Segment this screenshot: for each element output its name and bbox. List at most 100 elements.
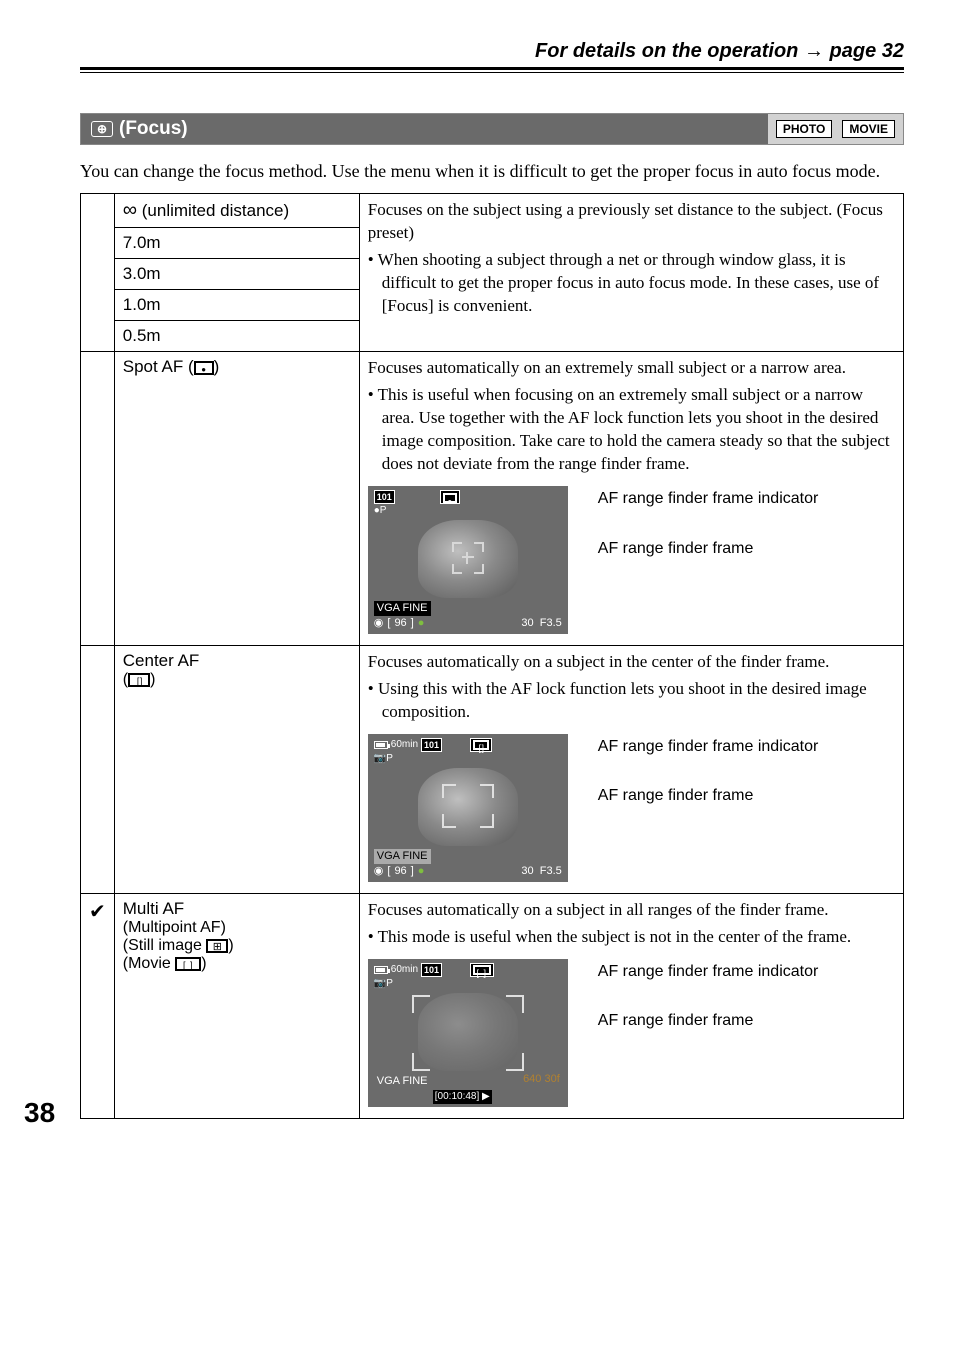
preset-desc: Focuses on the subject using a previousl…	[359, 194, 903, 352]
row-center-af: Center AF ()	[114, 645, 359, 893]
row-spot-af: Spot AF ()	[114, 352, 359, 646]
vf-af-indicator-icon	[440, 490, 460, 504]
battery-icon	[374, 741, 388, 749]
row-unlimited-label: (unlimited distance)	[142, 201, 289, 220]
vf-folder-chip: 101	[374, 490, 395, 504]
spot-desc: Focuses automatically on an extremely sm…	[359, 352, 903, 646]
callout-frame: AF range finder frame	[598, 538, 819, 560]
vf-shutter: 30	[521, 865, 533, 877]
check-col-center	[81, 645, 115, 893]
preset-desc-line1: Focuses on the subject using a previousl…	[368, 200, 883, 242]
check-col-multi: ✔	[81, 893, 115, 1118]
intro-text: You can change the focus method. Use the…	[80, 159, 904, 183]
header-ref-suffix: page 32	[824, 40, 904, 62]
arrow-icon: →	[804, 40, 824, 62]
vf-cam-icon: ◉	[374, 864, 384, 879]
vf-shutter: 30	[521, 617, 533, 629]
multi-still-icon	[206, 939, 228, 953]
center-desc-bullet: Using this with the AF lock function let…	[368, 678, 895, 724]
vf-af-indicator-icon	[470, 963, 494, 977]
section-badges: PHOTO MOVIE	[768, 114, 903, 144]
spot-af-icon	[194, 361, 214, 375]
vf-count: 96	[394, 616, 406, 631]
vf-fine: VGA FINE	[374, 849, 431, 864]
vf-mode-p: 📷P	[374, 977, 393, 991]
focus-icon	[91, 121, 113, 137]
callout-indicator: AF range finder frame indicator	[598, 488, 819, 510]
multi-l3-post: )	[228, 937, 233, 954]
vf-folder-chip: 101	[421, 738, 442, 752]
spot-label-close: )	[214, 357, 220, 376]
center-viewfinder-block: 60min 101 📷P VGA FINE ◉[ 96] ● 30 F3.5	[368, 734, 895, 882]
default-check-icon: ✔	[89, 901, 106, 923]
multi-l3-pre: (Still image	[123, 937, 207, 954]
row-7m: 7.0m	[114, 228, 359, 259]
center-label: Center AF	[123, 651, 351, 671]
multi-label-1: Multi AF	[123, 899, 351, 919]
vf-af-frame	[452, 542, 484, 574]
vf-af-indicator-icon	[470, 738, 492, 752]
center-desc: Focuses automatically on a subject in th…	[359, 645, 903, 893]
header-ref-prefix: For details on the operation	[535, 40, 804, 62]
movie-badge: MOVIE	[842, 120, 895, 138]
multi-l4-pre: (Movie	[123, 955, 175, 972]
multi-viewfinder-block: 60min 101 📷P VGA FINE 640 30f [00:10:48]…	[368, 959, 895, 1107]
vf-mode-p: 📷P	[374, 752, 393, 766]
spot-viewfinder: 101 ●P VGA FINE ◉[ 96] ● 30 F3.5	[368, 486, 568, 634]
infinity-icon: ∞	[123, 199, 137, 221]
callout-frame: AF range finder frame	[598, 785, 819, 807]
vf-bottom-left: VGA FINE	[374, 849, 431, 864]
row-unlimited: ∞ (unlimited distance)	[114, 194, 359, 228]
center-desc-line1: Focuses automatically on a subject in th…	[368, 652, 830, 671]
header-rule-thick	[80, 67, 904, 70]
check-col-spot	[81, 352, 115, 646]
photo-badge: PHOTO	[776, 120, 832, 138]
vf-folder-chip: 101	[421, 963, 442, 977]
vf-mode-p: ●P	[374, 504, 387, 518]
vf-count: 96	[394, 864, 406, 879]
vf-fine: VGA FINE	[374, 1074, 431, 1089]
center-viewfinder: 60min 101 📷P VGA FINE ◉[ 96] ● 30 F3.5	[368, 734, 568, 882]
row-multi-af: Multi AF (Multipoint AF) (Still image ) …	[114, 893, 359, 1118]
row-3m: 3.0m	[114, 259, 359, 290]
vf-top-row: 101	[374, 490, 395, 504]
vf-bottom-row: ◉[ 96] ● 30 F3.5	[374, 616, 562, 631]
vf-fstop: F3.5	[540, 865, 562, 877]
spot-label: Spot AF (	[123, 357, 194, 376]
focus-options-table: ∞ (unlimited distance) Focuses on the su…	[80, 193, 904, 1118]
vf-bottom-left: VGA FINE	[374, 601, 431, 616]
vf-fstop: F3.5	[540, 617, 562, 629]
vf-fine: VGA FINE	[374, 601, 431, 616]
vf-timecode: [00:10:48] ▶	[433, 1090, 492, 1104]
spot-desc-line1: Focuses automatically on an extremely sm…	[368, 358, 846, 377]
multi-desc: Focuses automatically on a subject in al…	[359, 893, 903, 1118]
vf-cam-icon: ◉	[374, 616, 384, 631]
multi-movie-icon	[175, 957, 201, 971]
section-header: (Focus) PHOTO MOVIE	[80, 113, 904, 145]
callout-frame: AF range finder frame	[598, 1010, 819, 1032]
vf-batt: 60min	[391, 738, 418, 752]
page-number: 38	[24, 1097, 55, 1129]
header-reference: For details on the operation → page 32	[80, 40, 904, 63]
vf-top-row: 60min 101	[374, 963, 442, 977]
header-rule-thin	[80, 72, 904, 73]
vf-resolution: 640 30f	[523, 1072, 560, 1087]
section-title: (Focus)	[81, 114, 768, 144]
vf-batt: 60min	[391, 963, 418, 977]
center-callouts: AF range finder frame indicator AF range…	[598, 734, 819, 807]
preset-desc-bullet: When shooting a subject through a net or…	[368, 249, 895, 318]
vf-bottom-row: ◉[ 96] ● 30 F3.5	[374, 864, 562, 879]
check-col-preset	[81, 194, 115, 352]
multi-desc-bullet: This mode is useful when the subject is …	[368, 926, 895, 949]
multi-label-2: (Multipoint AF)	[123, 919, 351, 937]
multi-l4-post: )	[201, 955, 206, 972]
vf-af-frame	[412, 995, 524, 1071]
spot-callouts: AF range finder frame indicator AF range…	[598, 486, 819, 559]
center-af-icon	[128, 673, 150, 687]
multi-callouts: AF range finder frame indicator AF range…	[598, 959, 819, 1032]
spot-viewfinder-block: 101 ●P VGA FINE ◉[ 96] ● 30 F3.5	[368, 486, 895, 634]
vf-af-frame	[442, 784, 494, 828]
vf-bottom-left: VGA FINE	[374, 1074, 431, 1089]
section-title-text: (Focus)	[119, 118, 188, 140]
battery-icon	[374, 966, 388, 974]
